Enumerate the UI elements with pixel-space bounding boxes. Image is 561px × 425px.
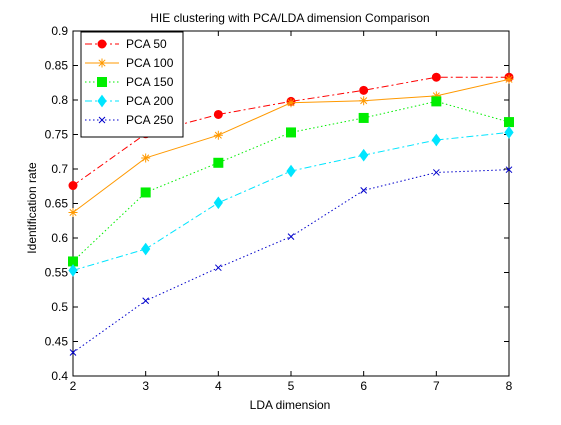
y-tick-label: 0.8 <box>51 93 68 107</box>
legend-item: PCA 250 <box>85 113 174 127</box>
legend-label: PCA 200 <box>126 94 174 108</box>
legend-marker <box>97 39 107 49</box>
x-tick-label: 6 <box>360 379 367 393</box>
x-axis-label: LDA dimension <box>250 398 331 412</box>
data-point <box>286 164 296 178</box>
series-2 <box>68 74 514 217</box>
y-tick-label: 0.6 <box>51 231 68 245</box>
legend-marker <box>97 77 107 87</box>
data-point <box>213 196 223 210</box>
data-point <box>432 169 440 176</box>
data-point <box>68 181 78 191</box>
y-tick-label: 0.45 <box>45 335 69 349</box>
series-4 <box>68 126 514 277</box>
legend-label: PCA 150 <box>126 75 174 89</box>
data-point <box>68 264 78 277</box>
data-point <box>141 153 151 163</box>
legend-label: PCA 250 <box>126 113 174 127</box>
data-point <box>213 109 223 119</box>
axis-ticks: 2 3 4 5 6 7 8 0.4 0.45 0.5 0.55 0.6 0.65 0.7 0.75 0.8 0.… <box>45 24 513 393</box>
series-5 <box>69 166 513 356</box>
legend-item: PCA 50 <box>85 37 167 51</box>
x-tick-label: 8 <box>506 379 513 393</box>
series-group <box>68 72 514 356</box>
data-point <box>141 242 151 256</box>
legend-label: PCA 50 <box>126 37 167 51</box>
y-tick-label: 0.4 <box>51 369 68 383</box>
data-point <box>68 207 78 217</box>
legend-label: PCA 100 <box>126 56 174 70</box>
y-tick-label: 0.85 <box>45 59 69 73</box>
data-point <box>213 130 223 140</box>
y-tick-label: 0.75 <box>45 128 69 142</box>
y-tick-label: 0.9 <box>51 24 68 38</box>
data-point <box>358 112 369 123</box>
data-point <box>287 233 295 240</box>
data-point <box>431 133 441 147</box>
data-point <box>214 264 222 272</box>
y-tick-label: 0.5 <box>51 300 68 314</box>
data-point <box>504 126 514 139</box>
x-tick-label: 7 <box>433 379 440 393</box>
data-point <box>431 96 442 107</box>
y-axis-label: Identification rate <box>25 162 39 254</box>
data-point <box>504 117 514 128</box>
data-point <box>286 127 296 138</box>
data-point <box>69 349 77 356</box>
y-tick-label: 0.7 <box>51 162 68 176</box>
legend-marker <box>98 116 106 124</box>
data-point <box>359 85 369 95</box>
legend: PCA 50 PCA 100 PCA 150 PCA 200 PCA 250 <box>80 31 184 138</box>
data-point <box>504 74 514 84</box>
data-point <box>213 157 224 168</box>
data-point <box>505 166 513 174</box>
legend-item: PCA 200 <box>85 94 174 108</box>
legend-item: PCA 100 <box>85 56 174 70</box>
y-tick-label: 0.55 <box>45 266 69 280</box>
x-tick-label: 4 <box>215 379 222 393</box>
x-tick-label: 5 <box>288 379 295 393</box>
y-tick-label: 0.65 <box>45 197 69 211</box>
legend-marker <box>97 58 107 68</box>
data-point <box>431 91 441 101</box>
x-tick-label: 3 <box>142 379 149 393</box>
legend-item: PCA 150 <box>85 75 174 89</box>
chart-title: HIE clustering with PCA/LDA dimension Co… <box>150 11 429 25</box>
data-point <box>359 148 369 162</box>
data-point <box>286 98 296 108</box>
data-point <box>142 297 150 305</box>
data-point <box>431 72 441 82</box>
x-tick-label: 2 <box>70 379 77 393</box>
data-point <box>360 187 368 194</box>
legend-marker <box>97 94 107 108</box>
data-point <box>140 187 151 198</box>
data-point <box>359 96 369 106</box>
